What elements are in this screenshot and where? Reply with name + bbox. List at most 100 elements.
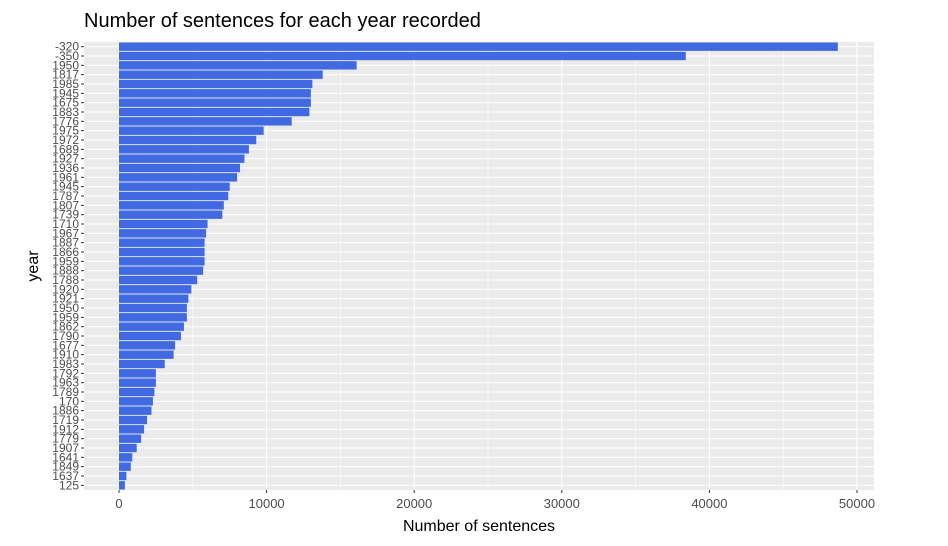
- bar: [119, 481, 125, 490]
- bar: [119, 145, 249, 154]
- bar: [119, 42, 838, 51]
- y-tick-label: 1719: [52, 413, 79, 427]
- bar: [119, 238, 205, 247]
- x-tick-label: 50000: [839, 496, 875, 511]
- y-tick-label: 1790: [52, 329, 79, 343]
- y-tick-label: 1945: [52, 180, 79, 194]
- y-tick-label: 1920: [52, 282, 79, 296]
- y-tick-label: 1677: [52, 338, 79, 352]
- y-tick-label: 1907: [52, 441, 79, 455]
- y-tick-label: 1689: [52, 142, 79, 156]
- bar: [119, 79, 313, 89]
- bar: [119, 341, 176, 350]
- bar: [119, 331, 181, 341]
- bar: [119, 415, 148, 425]
- bar: [119, 201, 224, 210]
- y-tick-label: 1637: [52, 469, 79, 483]
- y-tick-label: 1963: [52, 376, 79, 390]
- y-tick-label: 1787: [52, 189, 79, 203]
- y-tick-label: 170: [59, 394, 79, 408]
- bar: [119, 51, 686, 61]
- x-tick-label: 20000: [396, 496, 432, 511]
- y-tick-label: 1921: [52, 292, 79, 306]
- y-tick-label: 1789: [52, 385, 79, 399]
- y-tick-label: 1936: [52, 161, 79, 175]
- bar: [119, 387, 155, 397]
- x-tick-label: 10000: [249, 496, 285, 511]
- y-tick-label: 1927: [52, 152, 79, 166]
- bar: [119, 313, 187, 322]
- bar: [119, 257, 205, 266]
- bar: [119, 303, 187, 313]
- y-tick-label: 1866: [52, 245, 79, 259]
- bar: [119, 247, 205, 257]
- y-tick-label: 1888: [52, 264, 79, 278]
- y-tick-label: 1959: [52, 310, 79, 324]
- bar: [119, 359, 165, 369]
- bar: [119, 210, 223, 219]
- plot-panel: [84, 42, 874, 490]
- y-tick-label: 1710: [52, 217, 79, 231]
- bar: [119, 397, 153, 406]
- y-tick-label: 1807: [52, 198, 79, 212]
- bar: [119, 453, 133, 462]
- y-tick-label: 125: [59, 478, 79, 492]
- bar: [119, 229, 207, 238]
- y-tick-label: 1950: [52, 58, 79, 72]
- bar: [119, 135, 257, 145]
- y-tick-label: 1675: [52, 96, 79, 110]
- y-tick-label: 1849: [52, 460, 79, 474]
- bar: [119, 425, 145, 434]
- bar: [119, 173, 238, 182]
- y-tick-label: 1887: [52, 236, 79, 250]
- bar: [119, 369, 156, 378]
- y-tick-label: 1641: [52, 450, 79, 464]
- x-tick-label: 40000: [691, 496, 727, 511]
- y-tick-label: -320: [55, 40, 79, 54]
- y-tick-label: 1972: [52, 133, 79, 147]
- x-tick-label: 0: [115, 496, 122, 511]
- bar: [119, 191, 229, 201]
- y-tick-label: 1883: [52, 105, 79, 119]
- y-tick-label: 1817: [52, 68, 79, 82]
- bar: [119, 163, 241, 173]
- y-tick-label: 1910: [52, 348, 79, 362]
- chart-title: Number of sentences for each year record…: [84, 10, 481, 32]
- y-tick-label: 1788: [52, 273, 79, 287]
- y-tick-label: 1983: [52, 357, 79, 371]
- y-tick-label: 1776: [52, 114, 79, 128]
- y-tick-label: 1985: [52, 77, 79, 91]
- bar: [119, 117, 292, 126]
- bar: [119, 98, 311, 107]
- y-tick-label: 1739: [52, 208, 79, 222]
- bar: [119, 285, 192, 294]
- y-axis-title: year: [25, 250, 42, 282]
- y-tick-label: 1975: [52, 124, 79, 138]
- bar: [119, 322, 184, 331]
- y-tick-label: -350: [55, 49, 79, 63]
- bar: [119, 126, 264, 135]
- y-tick-label: 1967: [52, 226, 79, 240]
- bar: [119, 471, 127, 481]
- bar: [119, 219, 208, 229]
- y-tick-label: 1961: [52, 170, 79, 184]
- bar: [119, 434, 142, 443]
- bar: [119, 107, 310, 117]
- bar: [119, 443, 137, 453]
- y-tick-label: 1945: [52, 86, 79, 100]
- bar: [119, 275, 198, 285]
- y-tick-label: 1912: [52, 422, 79, 436]
- y-tick-label: 1959: [52, 254, 79, 268]
- y-tick-label: 1950: [52, 301, 79, 315]
- y-tick-label: 1862: [52, 320, 79, 334]
- bar: [119, 89, 311, 98]
- bar: [119, 294, 189, 303]
- bar: [119, 350, 174, 359]
- bar: [119, 462, 131, 471]
- bar: [119, 378, 156, 387]
- bar: [119, 266, 204, 275]
- bar: [119, 154, 245, 163]
- x-tick-label: 30000: [544, 496, 580, 511]
